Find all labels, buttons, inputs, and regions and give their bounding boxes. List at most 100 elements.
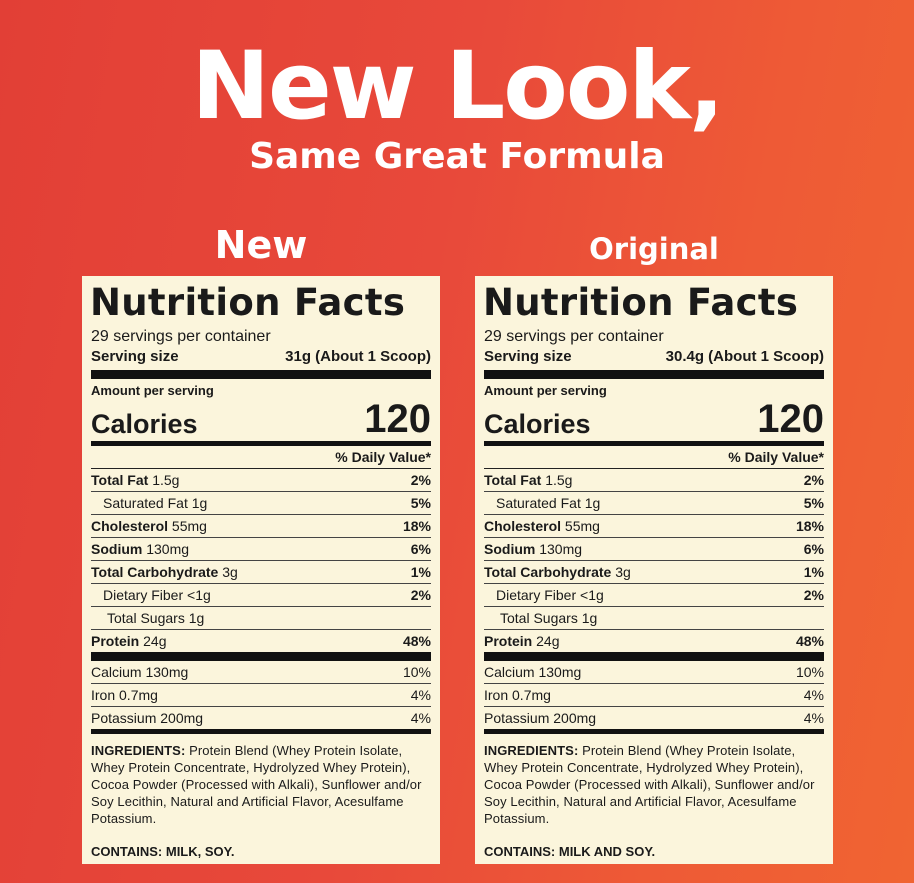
nutrient-row: Saturated Fat 1g 5% <box>91 492 431 515</box>
nutrient-amount: <1g <box>187 587 211 603</box>
serving-size-value: 30.4g (About 1 Scoop) <box>665 348 824 365</box>
calories-label: Calories <box>484 409 591 439</box>
nutrient-amount: 3g <box>615 564 631 580</box>
mineral-amount: 200mg <box>160 710 204 726</box>
calories-row: Calories 120 <box>484 399 824 446</box>
nutrient-percent: 1% <box>410 564 431 580</box>
nutrient-amount: 1.5g <box>545 472 573 488</box>
nutrient-name: Saturated Fat <box>496 495 581 511</box>
nutrient-row: Total Carbohydrate 3g 1% <box>91 561 431 584</box>
nutrient-amount: 55mg <box>564 518 600 534</box>
serving-size-value: 31g (About 1 Scoop) <box>285 348 431 365</box>
nutrient-name: Saturated Fat <box>103 495 188 511</box>
nutrient-percent: 6% <box>410 541 431 557</box>
nutrition-facts-title: Nutrition Facts <box>90 281 406 324</box>
nutrient-row: Protein 24g 48% <box>484 630 824 661</box>
nutrient-amount: 24g <box>536 633 560 649</box>
ingredients-text: INGREDIENTS: Protein Blend (Whey Protein… <box>91 742 431 827</box>
nutrient-name: Total Carbohydrate <box>484 564 612 580</box>
nutrient-amount: 55mg <box>171 518 207 534</box>
calories-label: Calories <box>91 409 198 439</box>
nutrient-percent: 2% <box>803 587 824 603</box>
nutrient-name: Total Sugars <box>107 610 185 626</box>
servings-per-container: 29 servings per container <box>484 328 664 345</box>
ingredients-text: INGREDIENTS: Protein Blend (Whey Protein… <box>484 742 824 827</box>
original-label-heading: Original <box>589 232 719 266</box>
daily-value-header: % Daily Value* <box>91 446 431 469</box>
nutrient-name: Total Fat <box>91 472 149 488</box>
nutrient-name: Sodium <box>91 541 143 557</box>
ingredients-label: INGREDIENTS: <box>484 743 579 758</box>
allergen-statement: CONTAINS: MILK AND SOY. <box>484 844 656 859</box>
nutrient-name: Protein <box>484 633 533 649</box>
nutrient-percent: 48% <box>402 633 431 649</box>
nutrient-row: Dietary Fiber <1g 2% <box>484 584 824 607</box>
mineral-name: Potassium <box>484 710 550 726</box>
nutrient-row: Cholesterol 55mg 18% <box>91 515 431 538</box>
nutrition-facts-title: Nutrition Facts <box>483 281 799 324</box>
calories-value: 120 <box>757 397 824 441</box>
serving-size-row: Serving size 30.4g (About 1 Scoop) <box>484 347 824 379</box>
mineral-percent: 10% <box>795 664 824 680</box>
mineral-amount: 130mg <box>538 664 582 680</box>
mineral-amount: 0.7mg <box>512 687 551 703</box>
serving-size-label: Serving size <box>91 348 179 365</box>
mineral-amount: 130mg <box>145 664 189 680</box>
nutrient-percent: 2% <box>410 472 431 488</box>
nutrient-amount: 1g <box>584 495 601 511</box>
nutrient-amount: 1g <box>188 610 205 626</box>
nutrient-name: Sodium <box>484 541 536 557</box>
nutrient-amount: 1g <box>191 495 208 511</box>
nutrient-row: Sodium 130mg 6% <box>484 538 824 561</box>
mineral-row: Iron 0.7mg 4% <box>484 684 824 707</box>
mineral-row: Potassium 200mg 4% <box>91 707 431 734</box>
mineral-amount: 200mg <box>553 710 597 726</box>
mineral-percent: 10% <box>402 664 431 680</box>
nutrient-percent: 18% <box>402 518 431 534</box>
nutrient-percent: 5% <box>803 495 824 511</box>
mineral-percent: 4% <box>803 687 824 703</box>
new-label-heading: New <box>214 223 308 267</box>
nutrient-percent: 2% <box>803 472 824 488</box>
ingredients-label: INGREDIENTS: <box>91 743 186 758</box>
calories-value: 120 <box>364 397 431 441</box>
mineral-name: Calcium <box>91 664 142 680</box>
nutrient-name: Dietary Fiber <box>496 587 577 603</box>
subheadline: Same Great Formula <box>249 136 665 177</box>
mineral-name: Calcium <box>484 664 535 680</box>
nutrient-row: Dietary Fiber <1g 2% <box>91 584 431 607</box>
nutrient-row: Total Fat 1.5g 2% <box>91 469 431 492</box>
nutrient-amount: 130mg <box>146 541 190 557</box>
mineral-row: Calcium 130mg 10% <box>484 661 824 684</box>
mineral-percent: 4% <box>410 687 431 703</box>
nutrient-row: Sodium 130mg 6% <box>91 538 431 561</box>
mineral-amount: 0.7mg <box>119 687 158 703</box>
nutrient-row: Total Sugars 1g <box>484 607 824 630</box>
nutrient-row: Total Fat 1.5g 2% <box>484 469 824 492</box>
nutrient-amount: 24g <box>143 633 167 649</box>
nutrient-row: Protein 24g 48% <box>91 630 431 661</box>
nutrient-name: Protein <box>91 633 140 649</box>
mineral-name: Iron <box>91 687 116 703</box>
nutrient-percent: 5% <box>410 495 431 511</box>
mineral-percent: 4% <box>803 710 824 726</box>
serving-size-label: Serving size <box>484 348 572 365</box>
nutrient-percent: 2% <box>410 587 431 603</box>
nutrient-amount: 1.5g <box>152 472 180 488</box>
nutrient-amount: 3g <box>222 564 238 580</box>
mineral-percent: 4% <box>410 710 431 726</box>
serving-size-row: Serving size 31g (About 1 Scoop) <box>91 347 431 379</box>
mineral-row: Calcium 130mg 10% <box>91 661 431 684</box>
nutrition-panel-new: Nutrition Facts 29 servings per containe… <box>82 276 440 864</box>
nutrient-name: Dietary Fiber <box>103 587 184 603</box>
nutrient-row: Cholesterol 55mg 18% <box>484 515 824 538</box>
nutrient-amount: 130mg <box>539 541 583 557</box>
nutrient-row: Total Carbohydrate 3g 1% <box>484 561 824 584</box>
mineral-name: Potassium <box>91 710 157 726</box>
nutrient-row: Total Sugars 1g <box>91 607 431 630</box>
nutrient-name: Total Sugars <box>500 610 578 626</box>
calories-row: Calories 120 <box>91 399 431 446</box>
nutrient-percent: 18% <box>795 518 824 534</box>
nutrition-panel-original: Nutrition Facts 29 servings per containe… <box>475 276 833 864</box>
nutrient-percent: 1% <box>803 564 824 580</box>
